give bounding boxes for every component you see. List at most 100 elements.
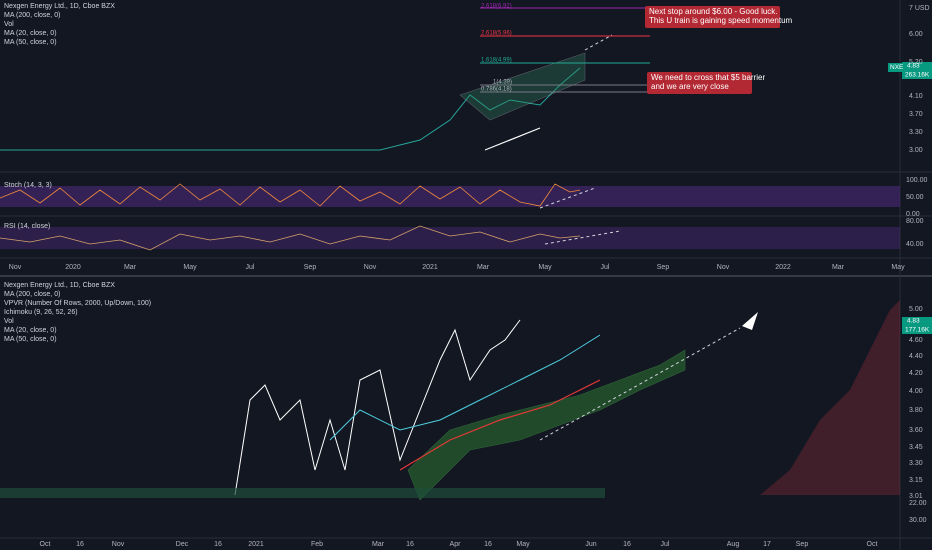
time-axis-label: Mar xyxy=(477,264,490,271)
legend-item: Vol xyxy=(4,318,14,325)
price-axis-label: 4.20 xyxy=(909,370,923,377)
time-axis-label: 2022 xyxy=(775,264,791,271)
legend-item: Ichimoku (9, 26, 52, 26) xyxy=(4,309,78,316)
fib-label: 2.618(5.96) xyxy=(481,31,512,37)
time-axis-label: Sep xyxy=(657,264,670,271)
time-axis-label: May xyxy=(891,264,905,271)
price-axis-label: 7 USD xyxy=(909,5,930,12)
price-axis-label: 3.00 xyxy=(909,147,923,154)
time-axis-label: 2020 xyxy=(65,264,81,271)
price-axis-label: 22.00 xyxy=(909,500,927,507)
rsi-axis-label: 40.00 xyxy=(906,241,924,248)
rsi-axis-label: 80.00 xyxy=(906,218,924,225)
time-axis-label: 2021 xyxy=(422,264,438,271)
time-axis-label: Oct xyxy=(867,541,878,548)
rsi-line xyxy=(0,225,581,251)
time-axis-label: Mar xyxy=(832,264,845,271)
legend-item: MA (200, close, 0) xyxy=(4,291,60,298)
indicator-label: RSI (14, close) xyxy=(4,223,50,230)
price-tag xyxy=(902,62,932,79)
ma-line xyxy=(399,379,601,471)
time-axis-label: May xyxy=(538,264,552,271)
annotation-text: We need to cross that $5 barrier xyxy=(651,73,765,82)
channel xyxy=(459,52,586,121)
price-axis-label: 4.40 xyxy=(909,353,923,360)
time-axis-label: May xyxy=(183,264,197,271)
price-axis-label: 3.15 xyxy=(909,477,923,484)
time-axis-label: Jul xyxy=(246,264,255,271)
annotation-text: This U train is gaining speed momentum xyxy=(649,16,793,25)
time-axis-label: Jun xyxy=(585,541,596,548)
annotation-box xyxy=(647,72,752,94)
time-axis-label: Nov xyxy=(112,541,125,548)
arrow xyxy=(584,34,613,51)
symbol-tag xyxy=(888,63,902,72)
price-axis-label: 4.10 xyxy=(909,93,923,100)
legend-item: MA (50, close, 0) xyxy=(4,39,57,46)
time-axis-label: Nov xyxy=(364,264,377,271)
stoch-axis-label: 50.00 xyxy=(906,194,924,201)
stoch-axis-label: 0.00 xyxy=(906,211,920,218)
price-axis-label: 3.60 xyxy=(909,427,923,434)
price-tag xyxy=(902,317,932,334)
ma-line xyxy=(329,334,601,441)
arrow xyxy=(539,187,596,209)
price-axis-label: 3.45 xyxy=(909,444,923,451)
time-axis-label: Mar xyxy=(372,541,385,548)
price-axis-label: 4.00 xyxy=(909,388,923,395)
time-axis-label: May xyxy=(516,541,530,548)
legend-item: Nexgen Energy Ltd., 1D, Cboe BZX xyxy=(4,3,115,10)
time-axis-label: Dec xyxy=(176,541,189,548)
time-axis-label: Nov xyxy=(9,264,22,271)
legend-item: Vol xyxy=(4,21,14,28)
legend-item: VPVR (Number Of Rows, 2000, Up/Down, 100… xyxy=(4,300,151,307)
price-axis-label: 3.70 xyxy=(909,111,923,118)
price-tag: 4.83 xyxy=(907,63,920,70)
legend-item: MA (50, close, 0) xyxy=(4,336,57,343)
price-axis-label: 3.01 xyxy=(909,493,923,500)
price-axis-label: 5.00 xyxy=(909,306,923,313)
time-axis-label: Jul xyxy=(661,541,670,548)
price-axis-label: 3.30 xyxy=(909,460,923,467)
symbol-tag: NXE xyxy=(890,64,904,71)
time-axis-label: 17 xyxy=(763,541,771,548)
trendline xyxy=(484,127,541,151)
volume-tag: 177.16K xyxy=(905,327,930,334)
time-axis-label: Mar xyxy=(124,264,137,271)
legend-item: Nexgen Energy Ltd., 1D, Cboe BZX xyxy=(4,282,115,289)
arrow xyxy=(539,327,741,441)
annotation-box xyxy=(645,6,780,28)
legend-item: MA (20, close, 0) xyxy=(4,30,57,37)
fib-label: 1(4.39) xyxy=(493,80,512,86)
time-axis-label: Feb xyxy=(311,541,323,548)
price-axis-label: 3.30 xyxy=(909,129,923,136)
time-axis-label: 16 xyxy=(406,541,414,548)
stoch-band xyxy=(0,186,900,207)
time-axis-label: Apr xyxy=(450,541,462,548)
annotation-text: Next stop around $6.00 - Good luck. xyxy=(649,7,778,16)
volume-profile xyxy=(760,300,900,495)
indicator-label: Stoch (14, 3, 3) xyxy=(4,182,52,189)
price-axis-label: 3.80 xyxy=(909,407,923,414)
price-tag: 4.83 xyxy=(907,318,920,325)
time-axis-label: 16 xyxy=(76,541,84,548)
fib-label: 2.618(6.92) xyxy=(481,4,512,10)
time-axis-label: Aug xyxy=(727,541,740,548)
time-axis-label: Sep xyxy=(796,541,809,548)
rsi-band xyxy=(0,227,900,249)
fib-label: 1.618(4.99) xyxy=(481,58,512,64)
stoch-axis-label: 100.00 xyxy=(906,177,928,184)
price-axis-label: 6.00 xyxy=(909,31,923,38)
price-axis-label: 4.60 xyxy=(909,337,923,344)
price-line xyxy=(0,67,581,151)
annotation-text: and we are very close xyxy=(651,82,729,91)
time-axis-label: 16 xyxy=(214,541,222,548)
time-axis-label: Sep xyxy=(304,264,317,271)
legend-item: MA (20, close, 0) xyxy=(4,327,57,334)
time-axis-label: 2021 xyxy=(248,541,264,548)
price-axis-label: 5.20 xyxy=(909,59,923,66)
stoch-line xyxy=(0,183,581,207)
rocket-icon xyxy=(742,312,758,330)
arrow xyxy=(544,230,621,245)
